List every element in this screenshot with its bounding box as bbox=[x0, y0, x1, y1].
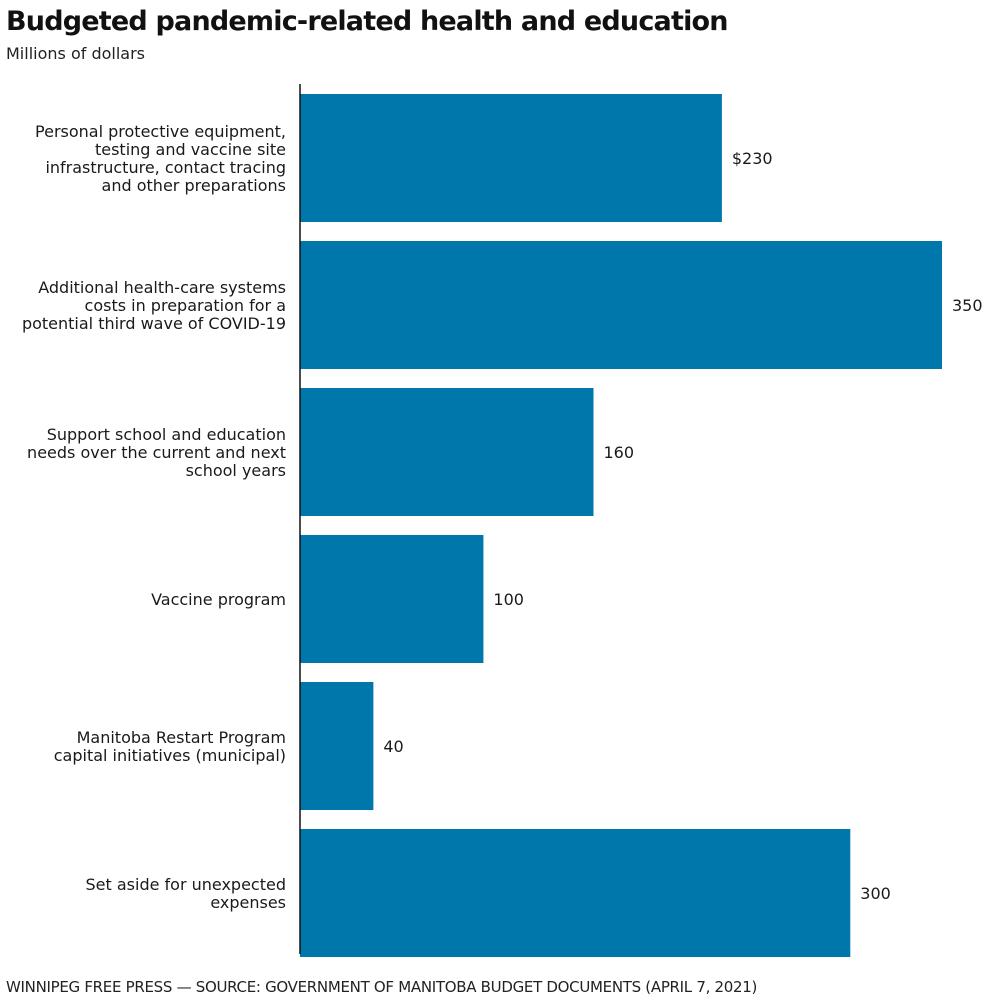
category-label-line: testing and vaccine site bbox=[95, 140, 286, 159]
value-label-5: 40 bbox=[383, 737, 403, 756]
category-label-line: expenses bbox=[210, 893, 286, 912]
category-label-line: and other preparations bbox=[102, 176, 286, 195]
category-label-line: Personal protective equipment, bbox=[35, 122, 286, 141]
value-label-6: 300 bbox=[860, 884, 891, 903]
bar-5 bbox=[300, 682, 374, 810]
category-label-line: Vaccine program bbox=[151, 590, 286, 609]
category-label-line: potential third wave of COVID-19 bbox=[22, 314, 286, 333]
value-label-3: 160 bbox=[603, 443, 634, 462]
category-label-line: needs over the current and next bbox=[27, 443, 286, 462]
category-label-line: Set aside for unexpected bbox=[86, 875, 287, 894]
value-label-4: 100 bbox=[493, 590, 524, 609]
category-label-line: capital initiatives (municipal) bbox=[54, 746, 286, 765]
category-label-line: school years bbox=[186, 461, 286, 480]
category-label-1: Personal protective equipment,testing an… bbox=[35, 122, 286, 195]
bar-3 bbox=[300, 388, 594, 516]
bar-4 bbox=[300, 535, 484, 663]
value-label-2: 350 bbox=[952, 296, 983, 315]
category-label-line: Manitoba Restart Program bbox=[77, 728, 286, 747]
chart-title: Budgeted pandemic-related health and edu… bbox=[6, 6, 729, 37]
source-note: WINNIPEG FREE PRESS — SOURCE: GOVERNMENT… bbox=[6, 978, 758, 996]
value-label-1: $230 bbox=[732, 149, 773, 168]
bar-6 bbox=[300, 829, 851, 957]
bar-2 bbox=[300, 241, 942, 369]
bar-1 bbox=[300, 94, 722, 222]
category-label-4: Vaccine program bbox=[151, 590, 286, 609]
category-label-line: Additional health-care systems bbox=[38, 278, 286, 297]
category-label-line: costs in preparation for a bbox=[85, 296, 286, 315]
bar-chart: $230 Personal protective equipment,testin… bbox=[22, 84, 983, 957]
category-label-line: Support school and education bbox=[47, 425, 286, 444]
category-label-line: infrastructure, contact tracing bbox=[45, 158, 286, 177]
chart-subtitle: Millions of dollars bbox=[6, 44, 145, 63]
